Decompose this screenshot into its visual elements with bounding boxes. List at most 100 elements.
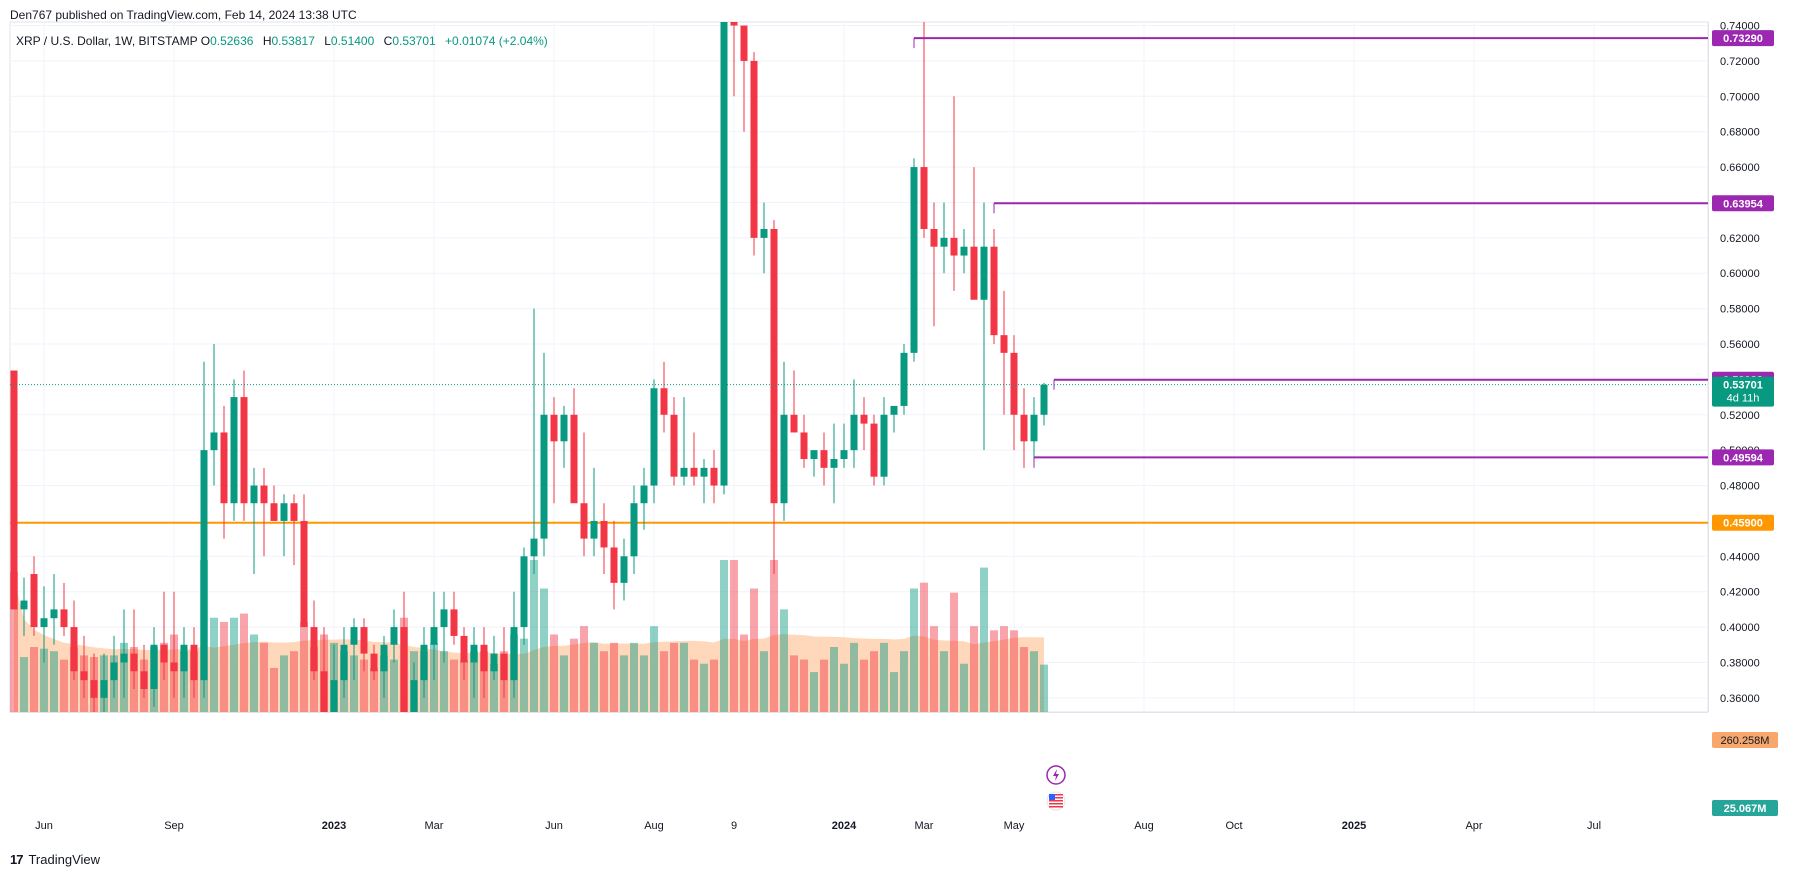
volume-bar (770, 560, 778, 712)
change-value: +0.01074 (+2.04%) (445, 34, 548, 48)
volume-bar (840, 663, 848, 712)
x-tick-label: 2025 (1342, 820, 1366, 832)
candle-body (740, 25, 748, 61)
volume-bar (650, 626, 658, 712)
volume-bar (530, 560, 538, 712)
candle-body (860, 414, 868, 424)
candle-body (930, 229, 938, 247)
candle-body (610, 547, 618, 583)
candle-body (990, 246, 998, 336)
candle-body (100, 680, 108, 698)
candle-body (890, 405, 898, 415)
volume-bar (640, 655, 648, 712)
us-flag-stripe (1049, 797, 1063, 799)
candle-body (760, 229, 768, 238)
candle-body (360, 627, 368, 654)
volume-bar (900, 651, 908, 712)
level-price-tag-bg (1712, 195, 1774, 212)
volume-bar (880, 642, 888, 712)
candle-body (1000, 335, 1008, 353)
x-tick-label: Oct (1225, 820, 1242, 832)
candle-body (620, 556, 628, 583)
volume-bar (220, 621, 228, 712)
volume-last-tag: 25.067M (1712, 800, 1778, 816)
volume-bar (570, 638, 578, 712)
volume-bar (810, 672, 818, 712)
y-tick-label: 0.42000 (1720, 587, 1760, 599)
candle-body (540, 414, 548, 539)
candle-body (980, 246, 988, 300)
volume-bar (630, 642, 638, 712)
open-label: O (200, 34, 211, 48)
volume-last-text: 25.067M (1724, 803, 1767, 815)
volume-bar (550, 634, 558, 712)
volume-bar (780, 609, 788, 712)
volume-bar (540, 588, 548, 712)
volume-last-bg (1712, 800, 1778, 816)
candle-body (200, 450, 208, 681)
candle-body (440, 609, 448, 628)
volume-ma-text: 260.258M (1721, 735, 1770, 747)
candle-body (800, 432, 808, 459)
volume-bar (490, 663, 498, 712)
candle-body (940, 237, 948, 247)
candle-body (350, 627, 358, 645)
candle-body (270, 503, 278, 521)
x-tick-label: 2023 (322, 820, 346, 832)
x-tick-label: Jun (35, 820, 53, 832)
candle-body (230, 397, 238, 504)
volume-bar (1010, 630, 1018, 712)
x-tick-label: Aug (644, 820, 664, 832)
y-tick-label: 0.56000 (1720, 339, 1760, 351)
volume-bar (60, 659, 68, 712)
candle-body (190, 644, 198, 681)
volume-bar (610, 642, 618, 712)
candle-body (960, 246, 968, 256)
volume-bar (620, 655, 628, 712)
y-tick-label: 0.58000 (1720, 304, 1760, 316)
us-flag-stripe (1049, 800, 1063, 802)
candle-body (700, 467, 708, 477)
candle-body (510, 627, 518, 681)
candle-body (670, 414, 678, 477)
x-tick-label: Aug (1134, 820, 1154, 832)
candle-body (840, 450, 848, 459)
volume-bar (40, 648, 48, 712)
candle-body (1040, 384, 1048, 415)
volume-bar (980, 567, 988, 712)
candle-body (490, 653, 498, 672)
x-tick-label: 2024 (832, 820, 857, 832)
high-value: 0.53817 (271, 34, 315, 48)
candle-body (850, 414, 858, 451)
volume-bar (280, 655, 288, 712)
us-flag-stripe (1049, 806, 1063, 808)
volume-bar (760, 651, 768, 712)
volume-bar (370, 667, 378, 712)
candle-body (770, 229, 778, 504)
publisher-caption: Den767 published on TradingView.com, Feb… (10, 8, 357, 22)
volume-bar (700, 663, 708, 712)
candle-body (260, 485, 268, 504)
lightning-icon (1046, 765, 1066, 785)
candle-body (420, 644, 428, 681)
candle-body (370, 653, 378, 672)
volume-bar (850, 642, 858, 712)
candle-body (560, 414, 568, 442)
x-tick-label: Jun (545, 820, 563, 832)
candle-body (30, 574, 38, 628)
candle-body (400, 627, 408, 712)
candle-body (330, 680, 338, 712)
volume-bar (800, 659, 808, 712)
volume-bar (440, 651, 448, 712)
candle-body (660, 388, 668, 415)
plot-layer (10, 22, 1708, 712)
countdown-text: 4d 11h (1727, 393, 1760, 405)
brand-name: TradingView (28, 852, 101, 867)
candle-body (390, 627, 398, 645)
volume-ma-bg (1712, 732, 1778, 748)
volume-bar (590, 642, 598, 712)
low-label: L (324, 34, 331, 48)
plot-area (9, 21, 1709, 713)
